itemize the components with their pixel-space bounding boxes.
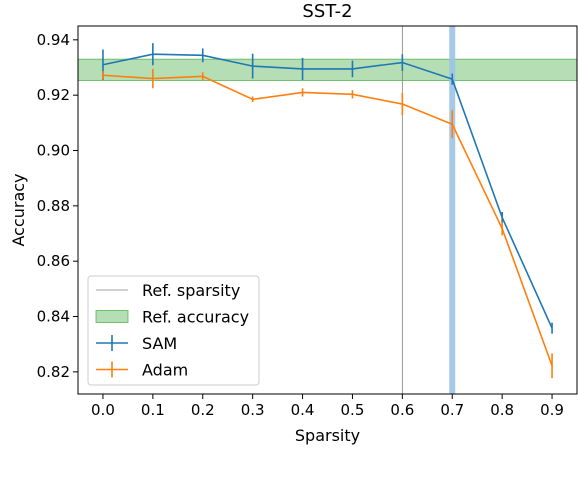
y-tick-label: 0.90 <box>37 142 70 160</box>
y-tick-label: 0.88 <box>37 197 70 215</box>
axes: 0.0 0.1 0.2 0.3 0.4 0.5 0.6 0.7 0.8 0.9 0.82 0.84 0.… <box>37 25 578 419</box>
x-tick-label: 0.2 <box>191 401 215 419</box>
x-tick-label: 0.0 <box>91 401 115 419</box>
series-adam <box>102 68 553 379</box>
y-tick-label: 0.86 <box>37 252 70 270</box>
legend-label: Ref. accuracy <box>142 308 249 327</box>
legend-label: Adam <box>142 361 188 380</box>
x-tick-label: 0.4 <box>291 401 315 419</box>
plot-area <box>78 26 577 394</box>
legend-item-1: Ref. accuracy <box>95 308 249 327</box>
plot-frame <box>77 25 578 395</box>
y-tick-label: 0.84 <box>37 308 70 326</box>
x-tick-label: 0.7 <box>440 401 464 419</box>
plot-clip-group <box>78 26 577 394</box>
legend: Ref. sparsity Ref. accuracy SAM Adam <box>87 275 260 386</box>
x-tick-label: 0.5 <box>341 401 365 419</box>
legend-item-2: SAM <box>96 334 177 353</box>
x-tick-label: 0.6 <box>390 401 414 419</box>
series-line-adam <box>102 74 553 367</box>
y-tick-label: 0.82 <box>37 363 70 381</box>
legend-box <box>87 275 260 386</box>
y-tick-label: 0.92 <box>37 86 70 104</box>
legend-label: Ref. sparsity <box>142 281 240 300</box>
y-tick-label: 0.94 <box>37 31 70 49</box>
legend-item-3: Adam <box>96 361 188 380</box>
x-tick-label: 0.1 <box>141 401 165 419</box>
legend-label: SAM <box>142 334 177 353</box>
legend-item-0: Ref. sparsity <box>96 281 240 300</box>
x-axis-label: Sparsity <box>295 426 360 445</box>
x-tick-label: 0.8 <box>490 401 514 419</box>
x-tick-label: 0.3 <box>241 401 265 419</box>
x-tick-label: 0.9 <box>540 401 564 419</box>
chart-title: SST-2 <box>302 1 352 22</box>
series-sam <box>102 43 553 334</box>
legend-swatch <box>95 310 129 323</box>
series-line-sam <box>102 53 553 329</box>
y-axis-label: Accuracy <box>9 173 28 246</box>
